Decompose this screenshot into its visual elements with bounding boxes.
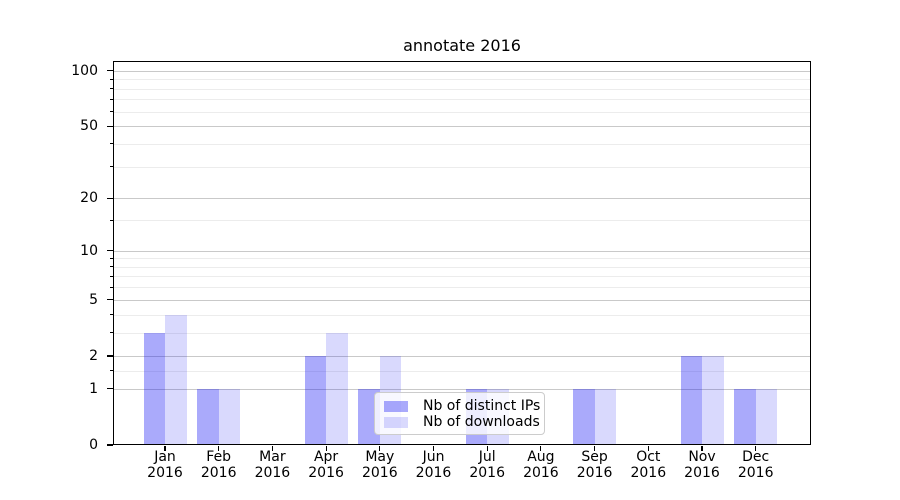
- y-minor-tick-mark: [110, 332, 113, 334]
- legend-item-distinct-ips: Nb of distinct IPs: [384, 398, 544, 414]
- x-tick-label: Oct 2016: [630, 449, 667, 481]
- minor-gridline-3: [113, 332, 811, 334]
- x-tick-label: May 2016: [361, 449, 398, 481]
- legend-swatch-distinct-ips: [384, 400, 408, 412]
- x-tick-mark: [379, 446, 381, 451]
- minor-gridline-70: [113, 98, 811, 100]
- minor-gridline-15: [113, 219, 811, 221]
- bar-distinct-ips-8: [573, 388, 595, 445]
- minor-gridline-80: [113, 88, 811, 90]
- minor-gridline-1.5: [113, 370, 811, 372]
- bar-distinct-ips-0: [143, 332, 165, 445]
- y-tick-mark: [107, 388, 113, 390]
- x-tick-label: Sep 2016: [576, 449, 613, 481]
- x-tick-label: Nov 2016: [684, 449, 720, 481]
- y-minor-tick-mark: [110, 143, 113, 145]
- x-tick-mark: [164, 446, 166, 451]
- x-tick-label: Dec 2016: [737, 449, 774, 481]
- y-minor-tick-mark: [110, 78, 113, 80]
- y-minor-tick-mark: [110, 275, 113, 277]
- x-tick-mark: [486, 446, 488, 451]
- y-minor-tick-mark: [110, 219, 113, 221]
- major-gridline-10: [113, 250, 811, 252]
- bar-downloads-3: [326, 332, 348, 445]
- y-minor-tick-mark: [110, 98, 113, 100]
- y-tick-label: 5: [89, 291, 98, 308]
- minor-gridline-8: [113, 266, 811, 268]
- legend: Nb of distinct IPs Nb of downloads: [374, 392, 545, 435]
- minor-gridline-90: [113, 78, 811, 80]
- x-tick-label: Jun 2016: [415, 449, 452, 481]
- x-tick-mark: [271, 446, 273, 451]
- x-tick-label: Aug 2016: [523, 449, 559, 481]
- chart-title: annotate 2016: [403, 36, 521, 55]
- major-gridline-20: [113, 197, 811, 199]
- bar-downloads-11: [755, 388, 778, 445]
- x-tick-label: Jul 2016: [469, 449, 505, 481]
- y-tick-mark: [107, 444, 113, 446]
- x-tick-label: Mar 2016: [254, 449, 291, 481]
- x-tick-label: Jan 2016: [147, 449, 183, 481]
- y-tick-label: 50: [80, 118, 98, 135]
- x-tick-label: Apr 2016: [308, 449, 344, 481]
- x-tick-label: Feb 2016: [200, 449, 237, 481]
- y-tick-label: 2: [89, 347, 98, 364]
- x-tick-mark: [755, 446, 757, 451]
- bar-distinct-ips-11: [734, 388, 756, 445]
- y-minor-tick-mark: [110, 286, 113, 288]
- y-tick-mark: [107, 197, 113, 199]
- y-tick-label: 0: [89, 437, 98, 453]
- minor-gridline-9: [113, 257, 811, 259]
- y-tick-label: 10: [80, 242, 98, 259]
- x-tick-mark: [325, 446, 327, 451]
- x-tick-mark: [432, 446, 435, 451]
- major-gridline-2: [113, 355, 811, 357]
- bar-distinct-ips-10: [680, 355, 702, 445]
- bar-distinct-ips-1: [197, 388, 219, 445]
- bar-downloads-8: [594, 388, 617, 445]
- legend-label-downloads: Nb of downloads: [423, 414, 540, 430]
- minor-gridline-40: [113, 143, 811, 145]
- y-tick-mark: [107, 70, 113, 72]
- bar-downloads-10: [702, 355, 724, 445]
- bar-downloads-0: [165, 314, 187, 445]
- y-minor-tick-mark: [110, 266, 113, 268]
- minor-gridline-4: [113, 314, 811, 316]
- minor-gridline-30: [113, 166, 811, 168]
- major-gridline-50: [113, 125, 811, 127]
- y-tick-mark: [107, 249, 113, 252]
- legend-item-downloads: Nb of downloads: [384, 414, 544, 430]
- y-minor-tick-mark: [110, 314, 113, 315]
- y-tick-mark: [107, 355, 113, 357]
- y-tick-mark: [107, 125, 113, 127]
- x-tick-mark: [540, 446, 542, 451]
- x-tick-mark: [647, 446, 649, 451]
- y-minor-tick-mark: [110, 111, 113, 113]
- plot-area: Nb of distinct IPs Nb of downloads: [113, 61, 811, 445]
- y-tick-label: 1: [89, 380, 98, 397]
- y-minor-tick-mark: [110, 166, 113, 168]
- major-gridline-5: [113, 299, 811, 301]
- x-tick-mark: [594, 446, 596, 451]
- major-gridline-100: [113, 70, 811, 72]
- y-tick-label: 20: [80, 190, 98, 207]
- bar-downloads-1: [218, 388, 241, 445]
- y-tick-mark: [107, 299, 113, 301]
- legend-swatch-downloads: [384, 416, 408, 428]
- y-minor-tick-mark: [110, 370, 113, 372]
- y-minor-tick-mark: [110, 257, 113, 259]
- major-gridline-1: [113, 388, 811, 390]
- x-tick-mark: [701, 446, 703, 451]
- bar-distinct-ips-3: [304, 355, 327, 445]
- minor-gridline-60: [113, 111, 811, 113]
- legend-label-distinct-ips: Nb of distinct IPs: [423, 398, 541, 414]
- y-minor-tick-mark: [110, 88, 113, 90]
- x-tick-mark: [218, 446, 220, 451]
- y-tick-label: 100: [71, 62, 98, 79]
- minor-gridline-7: [113, 275, 811, 277]
- minor-gridline-6: [113, 286, 811, 288]
